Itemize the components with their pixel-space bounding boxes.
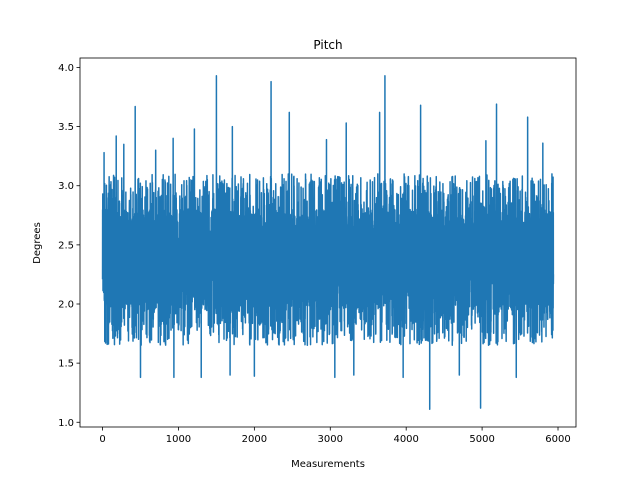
- y-tick-label: 3.5: [58, 122, 74, 133]
- y-tick-label: 4.0: [58, 63, 74, 74]
- x-tick-label: 5000: [469, 434, 494, 445]
- x-tick-label: 6000: [545, 434, 570, 445]
- y-tick-label: 3.0: [58, 181, 74, 192]
- axes-frame: [79, 57, 577, 428]
- x-axis-label: Measurements: [291, 459, 365, 470]
- y-tick-label: 1.0: [58, 418, 74, 429]
- y-axis-ticks: 1.0 1.5 2.0 2.5 3.0 3.5 4.0: [58, 63, 80, 429]
- plot-area: [101, 74, 555, 411]
- x-axis-ticks: 0 1000 2000 3000 4000 5000 6000: [99, 427, 571, 445]
- y-tick-label: 1.5: [58, 359, 74, 370]
- y-axis-label: Degrees: [32, 222, 43, 264]
- x-tick-label: 0: [99, 434, 105, 445]
- x-tick-label: 1000: [166, 434, 191, 445]
- chart-title: Pitch: [313, 38, 342, 52]
- x-tick-label: 3000: [318, 434, 343, 445]
- y-tick-label: 2.5: [58, 240, 74, 251]
- series-line-pitch: [101, 74, 555, 411]
- x-tick-label: 2000: [242, 434, 267, 445]
- x-tick-label: 4000: [393, 434, 418, 445]
- y-tick-label: 2.0: [58, 300, 74, 311]
